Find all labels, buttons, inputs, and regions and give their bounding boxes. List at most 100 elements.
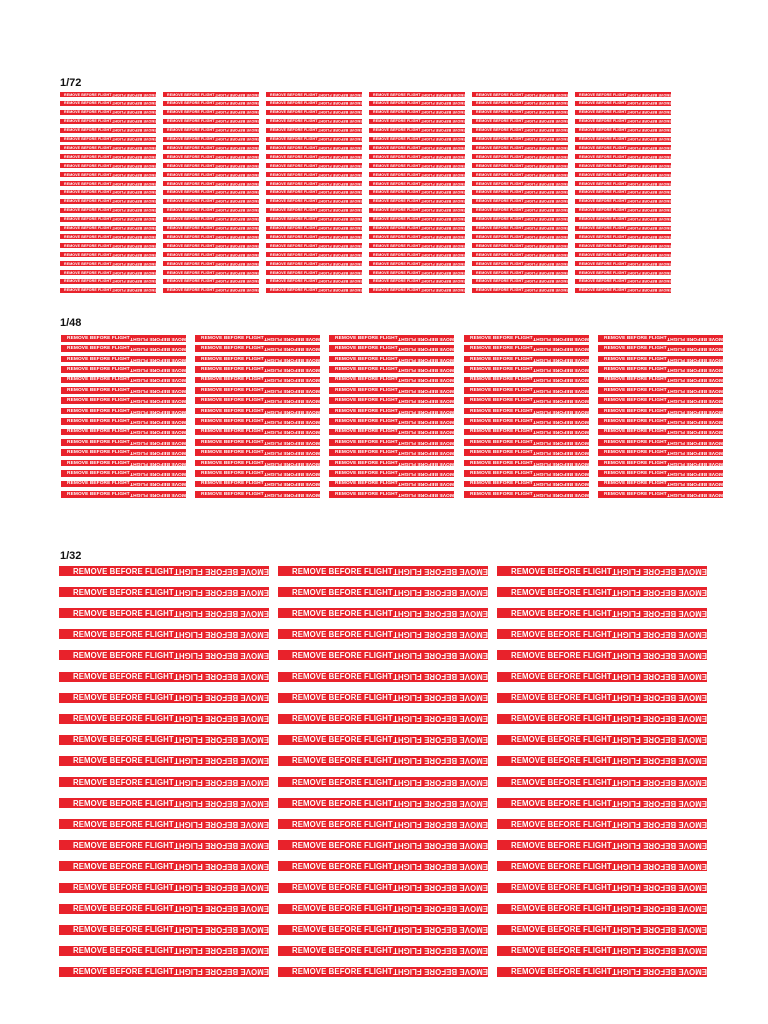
tag-text: REMOVE BEFORE FLIGHT: [67, 356, 130, 362]
tag-text: REMOVE BEFORE FLIGHT: [73, 608, 174, 618]
tag-text: REMOVE BEFORE FLIGHT: [476, 119, 524, 124]
tag-text: REMOVE BEFORE FLIGHT: [579, 128, 627, 133]
tag-text-inverted: REMOVE BEFORE FLIGHT: [611, 629, 707, 639]
tag-text: REMOVE BEFORE FLIGHT: [201, 439, 264, 445]
tag-text: REMOVE BEFORE FLIGHT: [511, 861, 612, 871]
tag-text: REMOVE BEFORE FLIGHT: [292, 798, 393, 808]
tag-text-inverted: REMOVE BEFORE FLIGHT: [317, 208, 362, 213]
tag-text: REMOVE BEFORE FLIGHT: [270, 199, 318, 204]
tag-text: REMOVE BEFORE FLIGHT: [292, 608, 393, 618]
tag-text: REMOVE BEFORE FLIGHT: [201, 470, 264, 476]
tag-text-inverted: REMOVE BEFORE FLIGHT: [111, 119, 156, 124]
tag-text: REMOVE BEFORE FLIGHT: [604, 429, 667, 435]
tag-text: REMOVE BEFORE FLIGHT: [511, 777, 612, 787]
tag-text-inverted: REMOVE BEFORE FLIGHT: [173, 777, 269, 787]
tag-text-inverted: REMOVE BEFORE FLIGHT: [214, 154, 259, 159]
tag-text-inverted: REMOVE BEFORE FLIGHT: [611, 672, 707, 681]
tag-text: REMOVE BEFORE FLIGHT: [373, 234, 421, 239]
tag-text: REMOVE BEFORE FLIGHT: [64, 217, 112, 222]
tag-text-inverted: REMOVE BEFORE FLIGHT: [666, 450, 723, 456]
tag-text: REMOVE BEFORE FLIGHT: [579, 154, 627, 159]
tag-text-inverted: REMOVE BEFORE FLIGHT: [317, 243, 362, 248]
tag-text: REMOVE BEFORE FLIGHT: [73, 819, 174, 829]
tag-text-inverted: REMOVE BEFORE FLIGHT: [532, 408, 589, 414]
tag-text: REMOVE BEFORE FLIGHT: [270, 172, 318, 177]
tag-text: REMOVE BEFORE FLIGHT: [335, 335, 398, 341]
tag-text-inverted: REMOVE BEFORE FLIGHT: [263, 439, 320, 445]
tag-text-inverted: REMOVE BEFORE FLIGHT: [214, 261, 259, 266]
tag-text: REMOVE BEFORE FLIGHT: [476, 110, 524, 115]
tag-text: REMOVE BEFORE FLIGHT: [270, 110, 318, 115]
tag-text: REMOVE BEFORE FLIGHT: [73, 861, 174, 871]
tag-text: REMOVE BEFORE FLIGHT: [373, 261, 421, 266]
tag-text-inverted: REMOVE BEFORE FLIGHT: [317, 217, 362, 222]
tag-text: REMOVE BEFORE FLIGHT: [270, 137, 318, 141]
tag-text: REMOVE BEFORE FLIGHT: [167, 137, 215, 141]
tag-text: REMOVE BEFORE FLIGHT: [470, 481, 533, 487]
tag-text-inverted: REMOVE BEFORE FLIGHT: [111, 252, 156, 257]
tag-text-inverted: REMOVE BEFORE FLIGHT: [611, 693, 707, 703]
tag-text: REMOVE BEFORE FLIGHT: [167, 128, 215, 133]
tag-text-inverted: REMOVE BEFORE FLIGHT: [214, 163, 259, 168]
tag-text-inverted: REMOVE BEFORE FLIGHT: [173, 756, 269, 766]
tag-text: REMOVE BEFORE FLIGHT: [167, 199, 215, 204]
tag-text: REMOVE BEFORE FLIGHT: [64, 226, 112, 230]
tag-text-inverted: REMOVE BEFORE FLIGHT: [523, 119, 568, 124]
tag-text: REMOVE BEFORE FLIGHT: [579, 226, 627, 230]
tag-text-inverted: REMOVE BEFORE FLIGHT: [392, 861, 488, 871]
tag-text: REMOVE BEFORE FLIGHT: [270, 234, 318, 239]
tag-text-inverted: REMOVE BEFORE FLIGHT: [263, 470, 320, 476]
tag-text-inverted: REMOVE BEFORE FLIGHT: [111, 154, 156, 159]
tag-text-inverted: REMOVE BEFORE FLIGHT: [317, 145, 362, 150]
tag-text: REMOVE BEFORE FLIGHT: [67, 450, 130, 456]
tag-text-inverted: REMOVE BEFORE FLIGHT: [317, 128, 362, 133]
tag-text-inverted: REMOVE BEFORE FLIGHT: [397, 418, 454, 424]
tag-text-inverted: REMOVE BEFORE FLIGHT: [129, 377, 186, 383]
tag-text-inverted: REMOVE BEFORE FLIGHT: [173, 650, 269, 660]
tag-text: REMOVE BEFORE FLIGHT: [579, 145, 627, 150]
tag-text-inverted: REMOVE BEFORE FLIGHT: [523, 279, 568, 284]
tag-text: REMOVE BEFORE FLIGHT: [335, 408, 398, 414]
tag-text-inverted: REMOVE BEFORE FLIGHT: [420, 101, 465, 106]
tag-text-inverted: REMOVE BEFORE FLIGHT: [420, 226, 465, 230]
tag-text: REMOVE BEFORE FLIGHT: [511, 883, 612, 892]
tag-text: REMOVE BEFORE FLIGHT: [64, 154, 112, 159]
tag-text: REMOVE BEFORE FLIGHT: [511, 946, 612, 956]
